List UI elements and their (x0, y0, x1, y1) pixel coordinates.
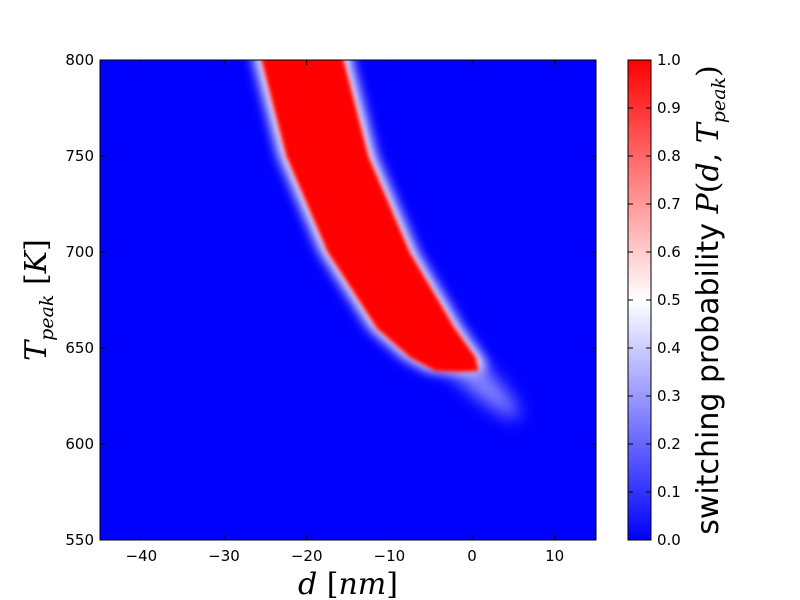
colorbar: 0.0 0.1 0.2 0.3 0.4 0.5 0.6 0.7 0.8 0.9 1.0 switch… (627, 51, 730, 549)
switching-band-core (261, 60, 479, 373)
colorbar-tick-label: 0.2 (657, 435, 681, 453)
colorbar-tick-label: 0.7 (657, 195, 681, 213)
colorbar-tick-label: 0.0 (657, 531, 681, 549)
colorbar-label: switching probability P(d, Tpeak) (691, 65, 730, 535)
y-tick-label: 700 (65, 243, 94, 261)
colorbar-tick-label: 0.4 (657, 339, 681, 357)
x-axis-ticks: −40 −30 −20 −10 0 10 (126, 60, 564, 565)
x-tick-label: −20 (291, 547, 323, 565)
y-axis-label: Tpeak [K] (19, 239, 58, 361)
x-tick-label: 0 (467, 547, 477, 565)
colorbar-ticks: 0.0 0.1 0.2 0.3 0.4 0.5 0.6 0.7 0.8 0.9 1.0 (628, 51, 681, 549)
colorbar-tick-label: 0.9 (657, 99, 681, 117)
x-tick-label: −40 (126, 547, 158, 565)
colorbar-tick-label: 0.3 (657, 387, 681, 405)
y-axis-ticks: 550 600 650 700 750 800 (65, 51, 596, 549)
y-tick-label: 650 (65, 339, 94, 357)
switching-band-tail (444, 365, 520, 420)
x-tick-label: −30 (208, 547, 240, 565)
colorbar-tick-label: 0.5 (657, 291, 681, 309)
plot-area (100, 60, 596, 540)
colorbar-tick-label: 0.6 (657, 243, 681, 261)
plot-frame (99, 59, 597, 541)
colorbar-tick-label: 0.1 (657, 483, 681, 501)
x-tick-label: 10 (545, 547, 564, 565)
y-tick-label: 800 (65, 51, 94, 69)
y-tick-label: 600 (65, 435, 94, 453)
colorbar-tick-label: 1.0 (657, 51, 681, 69)
x-tick-label: −10 (374, 547, 406, 565)
y-tick-label: 750 (65, 147, 94, 165)
colorbar-tick-label: 0.8 (657, 147, 681, 165)
x-axis-label: d [nm] (298, 567, 398, 600)
y-tick-label: 550 (65, 531, 94, 549)
